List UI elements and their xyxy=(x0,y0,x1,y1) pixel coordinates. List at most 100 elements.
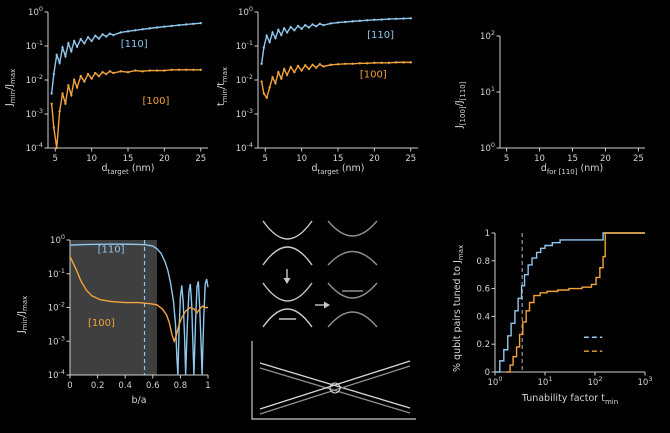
data-marker xyxy=(409,61,412,64)
data-marker xyxy=(184,23,188,26)
shaded-region xyxy=(70,240,157,375)
data-marker xyxy=(61,46,64,49)
tick-label: 1 xyxy=(485,229,490,239)
data-marker xyxy=(336,21,340,24)
panel-f-x-axis-label: Tunability factor tmin xyxy=(521,393,619,406)
data-marker xyxy=(134,69,137,72)
panel-b-y-axis-label: tmin/tmax xyxy=(216,66,229,106)
data-marker xyxy=(358,62,362,65)
tick-label: 20 xyxy=(369,154,380,164)
tick-label: 20 xyxy=(600,154,611,164)
tick-label: 0.2 xyxy=(476,340,490,350)
data-marker xyxy=(351,20,354,23)
data-marker xyxy=(304,64,307,67)
tick-label: 10-3 xyxy=(48,334,65,347)
tick-label: 5 xyxy=(504,154,509,164)
data-marker xyxy=(119,31,122,34)
data-marker xyxy=(260,80,263,83)
series-[110] xyxy=(50,22,201,94)
data-marker xyxy=(260,62,263,65)
down-arrow-icon xyxy=(283,269,291,284)
data-marker xyxy=(289,25,292,29)
avoided-crossing-with-level-left xyxy=(262,282,313,328)
chart-c-canvas: 5 10 15 20 25 100 101 102 xyxy=(480,29,645,164)
data-marker xyxy=(163,25,166,28)
tick-label: 5 xyxy=(263,154,268,164)
panel-anticrossing-schematic xyxy=(230,205,440,433)
data-marker xyxy=(351,62,354,65)
data-marker xyxy=(97,37,101,40)
level-crossing-lines xyxy=(259,360,411,415)
data-marker xyxy=(373,18,376,21)
avoided-crossing-small-gap xyxy=(262,220,313,266)
data-marker xyxy=(387,61,391,65)
data-marker xyxy=(70,94,73,97)
data-marker xyxy=(192,68,195,71)
data-marker xyxy=(380,18,383,21)
data-marker xyxy=(72,78,76,82)
data-marker xyxy=(322,65,325,68)
data-marker xyxy=(90,39,93,43)
data-marker xyxy=(108,70,112,73)
data-marker xyxy=(409,17,412,20)
tick-label: 0 xyxy=(67,381,72,391)
tick-label: 25 xyxy=(405,154,416,164)
tick-label: 10-1 xyxy=(236,39,253,52)
data-marker xyxy=(314,25,318,28)
data-marker xyxy=(192,22,195,25)
data-marker xyxy=(387,17,391,21)
data-marker xyxy=(141,70,144,73)
tick-label: 20 xyxy=(159,154,170,164)
tick-label: 0.6 xyxy=(476,285,490,295)
data-marker xyxy=(285,31,289,34)
data-marker xyxy=(67,42,70,45)
data-marker xyxy=(67,84,70,87)
data-marker xyxy=(271,76,274,79)
tick-label: 0 xyxy=(485,368,490,378)
right-arrow-icon xyxy=(315,301,330,309)
data-marker xyxy=(101,33,104,36)
tick-label: 101 xyxy=(538,375,553,388)
data-marker xyxy=(72,39,76,43)
tick-label: 10 xyxy=(534,154,545,164)
panel-j-ratio-vs-d110: 5 10 15 20 25 100 101 102 dfor [110] (nm) J[100… xyxy=(440,0,670,200)
data-marker xyxy=(199,68,202,71)
data-marker xyxy=(52,72,56,76)
data-marker xyxy=(277,28,280,31)
data-marker xyxy=(61,92,64,95)
tick-label: 10-4 xyxy=(48,368,65,381)
chart-d-canvas: 0 0.2 0.4 0.6 0.8 1 100 10-1 10-2 10-3 10-4 [110] [1… xyxy=(48,233,211,391)
data-marker xyxy=(50,102,53,105)
data-marker xyxy=(90,77,93,80)
data-marker xyxy=(126,70,130,74)
tick-label: 5 xyxy=(53,154,58,164)
panel-tmin-tmax-vs-dtarget: 5 10 15 20 25 100 10-1 10-2 10-3 10-4 [110] [100] d… xyxy=(210,0,440,200)
data-marker xyxy=(55,53,58,57)
tick-label: 15 xyxy=(567,154,578,164)
data-marker xyxy=(394,17,398,21)
tick-label: 0.2 xyxy=(91,381,105,391)
chart-f-canvas: 100 101 102 103 0 0.2 0.4 0.6 0.8 1 xyxy=(476,229,652,388)
data-marker xyxy=(52,126,56,129)
axes-spines xyxy=(499,36,645,149)
series-[100] xyxy=(260,61,411,100)
data-marker xyxy=(86,36,90,39)
data-marker xyxy=(79,37,82,41)
data-marker xyxy=(296,64,300,68)
series-annotation: [110] xyxy=(121,39,148,50)
panel-jmin-jmax-vs-ba: 0 0.2 0.4 0.6 0.8 1 100 10-1 10-2 10-3 10-4 [110] [1… xyxy=(0,205,230,433)
data-marker xyxy=(108,32,112,35)
data-marker xyxy=(373,61,376,65)
data-marker xyxy=(97,74,101,78)
data-marker xyxy=(170,68,173,71)
data-marker xyxy=(262,46,266,49)
tick-label: 15 xyxy=(333,154,344,164)
tick-label: 10-1 xyxy=(48,267,65,280)
avoided-crossing-large-gap xyxy=(327,220,378,266)
tick-label: 10-2 xyxy=(48,301,65,314)
data-marker xyxy=(75,86,79,89)
series-annotation: [100] xyxy=(143,96,170,107)
tick-label: 0.4 xyxy=(476,312,490,322)
tick-label: 100 xyxy=(50,233,65,246)
